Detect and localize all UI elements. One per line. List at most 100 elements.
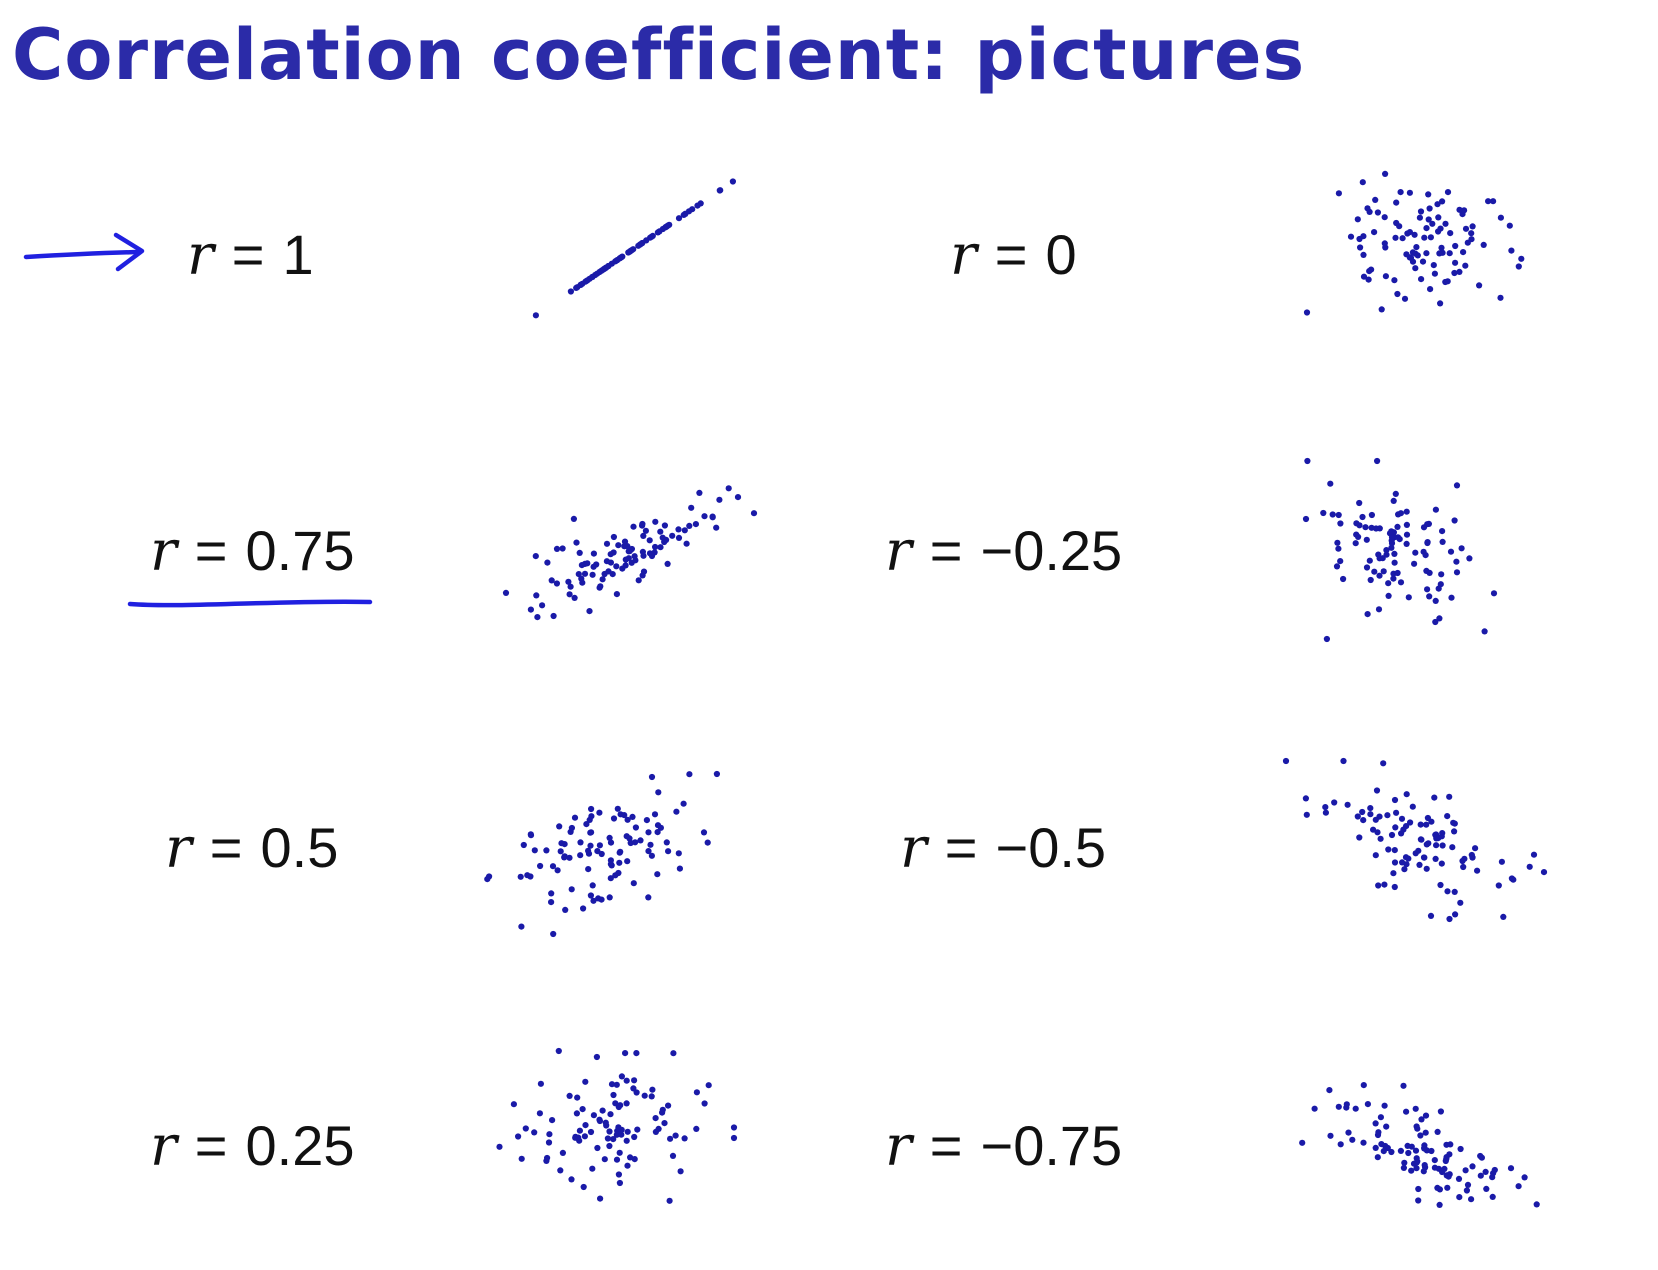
scatter-point (608, 1081, 616, 1088)
scatter-point (496, 1143, 503, 1150)
scatter-point (1391, 883, 1398, 891)
scatter-point (1447, 230, 1454, 237)
scatter-point (683, 540, 690, 547)
scatter-point (1388, 528, 1395, 535)
scatter-point (561, 854, 568, 861)
scatter-point (582, 1078, 589, 1085)
scatter-point (597, 583, 604, 590)
scatter-point (730, 1134, 738, 1142)
scatter-point (596, 842, 603, 849)
scatter-point (1322, 809, 1329, 816)
scatter-point (613, 1156, 621, 1163)
scatter-point (1382, 170, 1389, 177)
scatter-point (672, 1132, 679, 1139)
scatter-point (1434, 1184, 1441, 1191)
scatter-point (1370, 826, 1377, 833)
scatter-point (1333, 563, 1341, 570)
scatter-point (1435, 585, 1442, 592)
scatter-point (578, 575, 585, 582)
scatter-point (696, 489, 703, 496)
scatter-point (1379, 555, 1386, 562)
scatter-point (568, 824, 575, 832)
scatter-point (701, 1100, 708, 1107)
scatter-point (1427, 234, 1434, 241)
scatter-point (582, 1122, 589, 1129)
scatter-point (553, 545, 561, 552)
scatter-point (575, 571, 582, 578)
scatter-point (1427, 286, 1434, 293)
scatter-point (637, 837, 644, 844)
scatter-point (573, 539, 580, 546)
scatter-point (648, 852, 655, 859)
scatter-point (700, 829, 708, 836)
scatter-point (682, 210, 689, 217)
scatter-point (1447, 1141, 1454, 1148)
scatter-point (1364, 1101, 1371, 1108)
scatter-point (578, 562, 585, 569)
scatter-point (616, 255, 623, 262)
scatter-point (594, 1144, 601, 1152)
scatter-point (622, 556, 629, 563)
scatter-point (1426, 205, 1433, 212)
scatter-point (527, 606, 534, 613)
scatter-point (1367, 811, 1374, 818)
scatter-point (1340, 575, 1347, 583)
scatter-point (635, 577, 642, 584)
scatter-point (1421, 234, 1428, 241)
scatter-point (1391, 859, 1399, 866)
scatter-point (1376, 572, 1383, 579)
scatter-point (681, 1135, 688, 1142)
scatter-point (554, 867, 561, 874)
scatter-point (1515, 1183, 1522, 1190)
scatter-point (532, 312, 539, 319)
scatter-point (622, 1050, 629, 1057)
scatter-point (1406, 189, 1413, 196)
scatter-point (1360, 1139, 1367, 1146)
scatter-point (1398, 815, 1406, 822)
scatter-point (589, 882, 596, 889)
scatter-point (1364, 205, 1371, 212)
scatter-point (1392, 234, 1399, 241)
r-label-1: r = 1 (187, 223, 314, 288)
scatter-point (657, 544, 664, 551)
scatter-point (614, 805, 621, 812)
scatter-point (1490, 590, 1498, 597)
scatter-point (1451, 820, 1458, 827)
scatter-point (1401, 866, 1408, 873)
scatter-point (1423, 225, 1430, 232)
scatter-point (639, 548, 646, 555)
scatter-point (1446, 793, 1453, 800)
scatter-point (607, 839, 615, 846)
scatter-point (613, 563, 620, 570)
scatter-point (1371, 229, 1378, 236)
scatter-point (612, 872, 619, 879)
scatter-point (590, 550, 597, 557)
scatter-point (730, 1124, 738, 1131)
scatter-point (1462, 225, 1470, 232)
scatter-point (598, 850, 605, 858)
scatter-r-0.75 (502, 485, 758, 621)
scatter-point (631, 1156, 638, 1163)
scatter-point (613, 591, 620, 598)
scatter-point (1373, 525, 1380, 532)
scatter-point (524, 872, 531, 879)
scatter-point (590, 897, 597, 904)
scatter-point (1500, 913, 1507, 920)
scatter-point (1476, 282, 1483, 289)
scatter-point (577, 852, 584, 859)
scatter-point (1426, 593, 1433, 600)
scatter-point (1403, 251, 1410, 258)
scatter-point (623, 833, 630, 840)
scatter-point (1439, 249, 1446, 256)
scatter-point (1452, 259, 1459, 266)
scatter-point (1526, 863, 1533, 870)
scatter-point (1367, 576, 1374, 584)
scatter-point (1485, 198, 1492, 205)
scatter-point (1458, 545, 1465, 552)
scatter-point (623, 1137, 630, 1144)
scatter-point (631, 1133, 638, 1141)
scatter-point (713, 524, 720, 531)
scatter-point (1434, 201, 1441, 208)
scatter-point (573, 1110, 580, 1117)
scatter-point (1393, 809, 1400, 816)
